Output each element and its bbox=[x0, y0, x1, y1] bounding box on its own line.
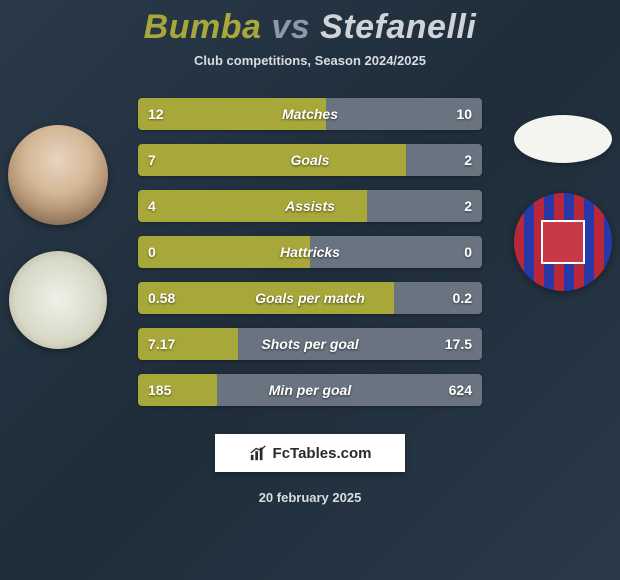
stat-label: Goals per match bbox=[255, 290, 365, 306]
stat-value-left: 0.58 bbox=[148, 290, 175, 306]
player2-photo-placeholder bbox=[514, 115, 612, 163]
stat-value-right: 2 bbox=[464, 152, 472, 168]
stat-value-right: 10 bbox=[456, 106, 472, 122]
stat-label: Goals bbox=[291, 152, 330, 168]
stat-row: 185 Min per goal 624 bbox=[138, 374, 482, 406]
player1-club-badge bbox=[9, 251, 107, 349]
stat-label: Shots per goal bbox=[261, 336, 358, 352]
stat-value-right: 624 bbox=[449, 382, 472, 398]
stat-value-left: 7 bbox=[148, 152, 156, 168]
stat-row: 12 Matches 10 bbox=[138, 98, 482, 130]
stat-label: Matches bbox=[282, 106, 338, 122]
stat-value-right: 0 bbox=[464, 244, 472, 260]
right-avatars bbox=[514, 115, 612, 291]
stat-label: Min per goal bbox=[269, 382, 351, 398]
player2-club-badge bbox=[514, 193, 612, 291]
infographic-content: Bumba vs Stefanelli Club competitions, S… bbox=[0, 0, 620, 580]
stat-row: 0.58 Goals per match 0.2 bbox=[138, 282, 482, 314]
stat-row: 4 Assists 2 bbox=[138, 190, 482, 222]
left-avatars bbox=[8, 125, 108, 349]
stat-label: Hattricks bbox=[280, 244, 340, 260]
stat-value-right: 17.5 bbox=[445, 336, 472, 352]
date: 20 february 2025 bbox=[0, 490, 620, 505]
title-player2: Stefanelli bbox=[320, 8, 476, 46]
stat-value-left: 0 bbox=[148, 244, 156, 260]
chart-icon bbox=[249, 444, 267, 462]
stat-value-left: 12 bbox=[148, 106, 164, 122]
title: Bumba vs Stefanelli bbox=[0, 8, 620, 47]
stat-row: 0 Hattricks 0 bbox=[138, 236, 482, 268]
stats-container: 12 Matches 10 7 Goals 2 4 Assists 2 0 Hattricks 0 0.… bbox=[138, 98, 482, 406]
player1-photo bbox=[8, 125, 108, 225]
subtitle: Club competitions, Season 2024/2025 bbox=[0, 53, 620, 68]
stat-value-left: 4 bbox=[148, 198, 156, 214]
brand-box: FcTables.com bbox=[215, 434, 405, 472]
stat-row: 7.17 Shots per goal 17.5 bbox=[138, 328, 482, 360]
stat-value-right: 0.2 bbox=[453, 290, 472, 306]
title-player1: Bumba bbox=[144, 8, 262, 46]
bar-left bbox=[138, 144, 406, 176]
title-vs: vs bbox=[271, 8, 310, 46]
stat-label: Assists bbox=[285, 198, 335, 214]
stat-value-right: 2 bbox=[464, 198, 472, 214]
brand-text: FcTables.com bbox=[273, 445, 372, 462]
stat-value-left: 7.17 bbox=[148, 336, 175, 352]
stat-value-left: 185 bbox=[148, 382, 171, 398]
stat-row: 7 Goals 2 bbox=[138, 144, 482, 176]
